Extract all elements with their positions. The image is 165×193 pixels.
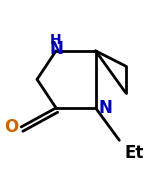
Text: O: O xyxy=(4,118,18,136)
Text: N: N xyxy=(49,40,63,58)
Text: N: N xyxy=(99,99,113,117)
Text: H: H xyxy=(50,33,62,47)
Text: Et: Et xyxy=(124,144,143,162)
